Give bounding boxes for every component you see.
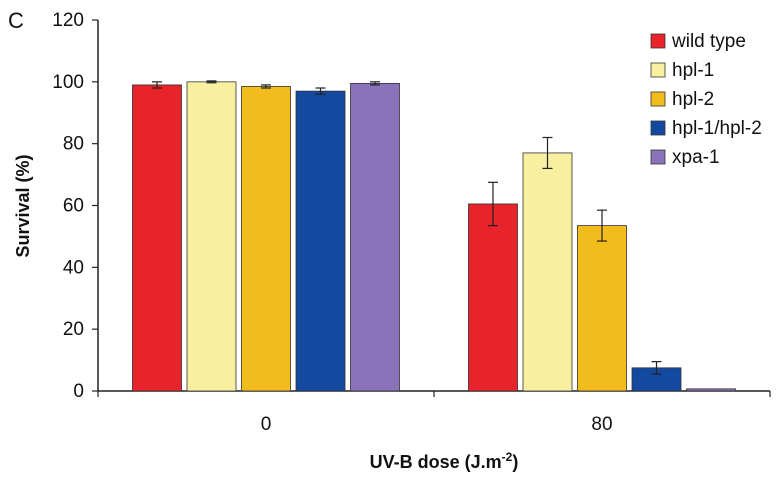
y-tick-label: 60 bbox=[63, 196, 84, 217]
legend-swatch bbox=[650, 62, 666, 78]
y-tick-label: 120 bbox=[52, 10, 84, 31]
legend: wild type hpl-1 hpl-2 hpl-1/hpl-2 xpa-1 bbox=[650, 31, 762, 168]
legend-label: xpa-1 bbox=[672, 147, 720, 168]
y-tick-label: 0 bbox=[73, 381, 84, 402]
bar bbox=[468, 203, 518, 392]
bar bbox=[686, 388, 736, 392]
x-tick-label: 80 bbox=[591, 414, 612, 435]
y-tick-label: 20 bbox=[63, 319, 84, 340]
x-axis-title-main: UV-B dose (J.m bbox=[370, 452, 502, 472]
x-tick-label: 0 bbox=[261, 414, 272, 435]
bar bbox=[241, 86, 291, 392]
bar bbox=[577, 225, 627, 392]
legend-label: hpl-1 bbox=[672, 60, 714, 81]
bar bbox=[132, 84, 182, 392]
bar bbox=[350, 82, 400, 392]
x-axis-title-superscript: -2 bbox=[502, 450, 513, 464]
y-tick-label: 80 bbox=[63, 134, 84, 155]
bars bbox=[132, 80, 736, 392]
panel-label: C bbox=[8, 8, 24, 33]
bar bbox=[522, 152, 573, 392]
y-tick-label: 40 bbox=[63, 257, 84, 278]
legend-swatch bbox=[650, 149, 666, 165]
bar bbox=[186, 81, 237, 392]
x-axis-title-end: ) bbox=[512, 452, 518, 472]
legend-swatch bbox=[650, 120, 666, 136]
bar bbox=[295, 90, 346, 392]
legend-label: wild type bbox=[671, 31, 746, 52]
y-axis-title: Survival (%) bbox=[13, 154, 33, 257]
y-tick-label: 100 bbox=[52, 72, 84, 93]
legend-label: hpl-2 bbox=[672, 89, 714, 110]
legend-swatch bbox=[650, 33, 666, 49]
legend-swatch bbox=[650, 91, 666, 107]
legend-label: hpl-1/hpl-2 bbox=[672, 118, 762, 139]
x-axis-title: UV-B dose (J.m-2) bbox=[370, 450, 519, 472]
